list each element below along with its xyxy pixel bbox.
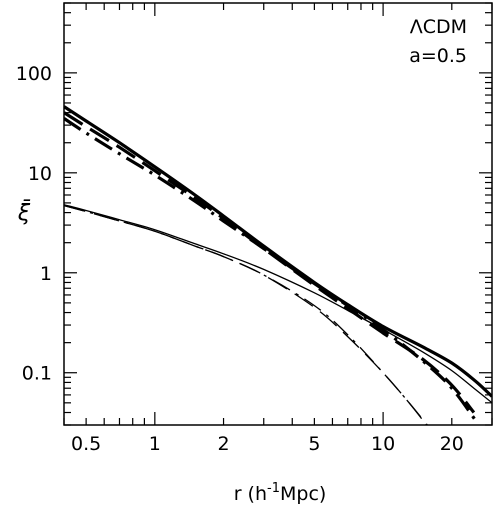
x-tick-label: 2 xyxy=(217,433,229,455)
x-tick-label: 0.5 xyxy=(71,433,101,455)
model-label: ΛCDM xyxy=(410,16,467,38)
series-layer xyxy=(64,105,492,425)
y-axis-label: ξ̄ xyxy=(17,200,31,226)
y-tick-label: 1 xyxy=(40,263,52,285)
series-line-4-thin-solid xyxy=(64,204,492,404)
series-line-1-thick-solid xyxy=(64,105,492,398)
plot-frame xyxy=(63,2,493,426)
y-tick-label: 100 xyxy=(16,63,52,85)
x-tick-label: 5 xyxy=(308,433,320,455)
ticks-layer xyxy=(63,2,493,426)
y-tick-label: 10 xyxy=(28,163,52,185)
scale-factor-label: a=0.5 xyxy=(409,45,467,67)
series-line-6-thin-dashdot xyxy=(64,204,428,425)
x-tick-label: 10 xyxy=(371,433,395,455)
y-tick-label: 0.1 xyxy=(22,363,52,385)
series-line-5-thin-dash xyxy=(64,204,429,425)
x-axis-label: r (h-1Mpc) xyxy=(234,481,327,505)
series-line-2-thick-dash xyxy=(64,111,476,414)
x-tick-label: 20 xyxy=(440,433,464,455)
x-tick-label: 1 xyxy=(149,433,161,455)
series-line-3-thick-dashdot xyxy=(64,117,480,425)
tick-labels-layer: 0.5 1 2 5 10 20 0.1 1 10 100 xyxy=(16,63,464,455)
